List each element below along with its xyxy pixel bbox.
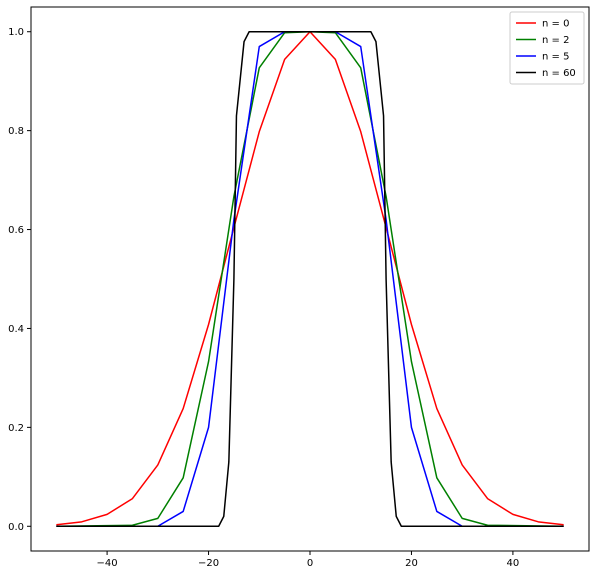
y-tick-label: 0.4: [8, 324, 24, 335]
series-line-3: [56, 30, 564, 528]
y-tick-label: 0.2: [8, 423, 24, 434]
y-tick-label: 0.8: [8, 126, 24, 137]
x-tick-label: −40: [97, 558, 118, 569]
x-tick-label: 40: [507, 558, 520, 569]
y-tick-label: 1.0: [8, 27, 24, 38]
y-tick-label: 0.0: [8, 522, 24, 533]
legend-label: n = 2: [542, 35, 569, 46]
legend-label: n = 0: [542, 19, 569, 30]
y-axis: 0.0 0.2 0.4 0.6 0.8 1.0: [8, 27, 31, 533]
plot-background: [31, 7, 589, 551]
legend-label: n = 5: [542, 52, 569, 63]
legend-box: [509, 11, 585, 85]
x-tick-label: −20: [198, 558, 219, 569]
x-axis: −40 −20 0 20 40: [97, 551, 520, 569]
x-tick-label: 20: [405, 558, 418, 569]
legend: n = 0 n = 2 n = 5 n = 60: [509, 11, 585, 85]
series-layer: [56, 30, 564, 528]
x-tick-label: 0: [307, 558, 313, 569]
y-tick-label: 0.6: [8, 225, 24, 236]
legend-label: n = 60: [542, 68, 576, 79]
